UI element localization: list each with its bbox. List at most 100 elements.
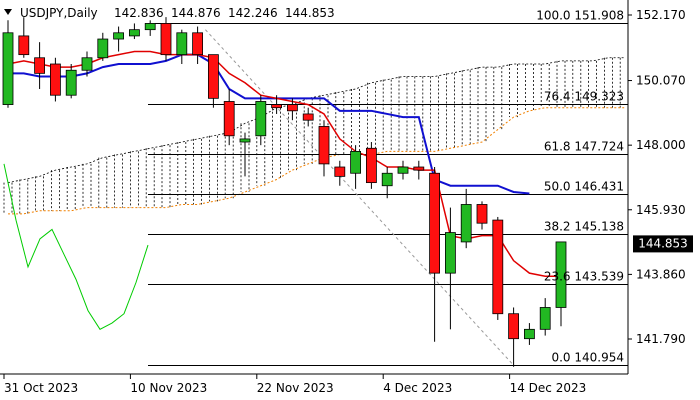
date-tick-label: 14 Dec 2023 [510,381,587,395]
candle [444,207,456,330]
candle-body [444,232,456,274]
price-tick-label: 152.170 [636,8,686,22]
price-tick-label: 141.790 [636,332,686,346]
close-value: 144.853 [285,6,335,20]
candle [2,20,14,108]
candle-body [302,113,314,121]
candle-body [81,57,93,71]
time-axis: 31 Oct 2023 10 Nov 2023 22 Nov 2023 4 Dec 2… [3,374,587,395]
candle [286,98,298,121]
candle-body [286,104,298,112]
candle [207,54,219,108]
candle [539,298,551,336]
candle-body [2,32,14,105]
candle [160,17,172,61]
candle [365,142,377,189]
candle [524,323,535,345]
date-tick-label: 4 Dec 2023 [383,381,452,395]
candle [255,95,267,146]
candle [192,26,204,65]
ohlc-header: USDJPY,Daily 142.836 144.876 142.246 144… [4,6,335,20]
candle [492,216,504,320]
fib-label: 100.0 151.908 [536,9,624,23]
candle [176,29,188,65]
candle [413,160,425,180]
candle [271,95,283,114]
trend-line-path [205,29,514,366]
chart-menu-triangle-icon[interactable] [4,9,12,15]
fib-label: 76.4 149.323 [544,90,624,104]
candle-body [350,151,362,174]
candle [34,42,45,89]
candle [381,167,393,199]
candle [128,23,140,40]
candle [302,107,314,127]
current-price-label: 144.853 [638,236,688,250]
span_b-line [8,107,625,215]
open-value: 142.836 [114,6,164,20]
candle [97,32,109,61]
price-tick-label: 143.860 [636,267,686,281]
trend-line [205,29,514,366]
candle-body [34,57,45,74]
candle [318,120,330,177]
low-value: 142.246 [228,6,278,20]
candle [144,20,156,36]
candle-body [144,23,156,31]
chikou-line [3,163,149,330]
candle [397,160,409,180]
candle [555,241,567,327]
candle [18,17,30,58]
current-price-box [633,235,693,253]
candlesticks [2,17,567,367]
candle-body [334,166,346,177]
candle-body [476,204,488,224]
candle-body [192,32,204,56]
high-value: 144.876 [171,6,221,20]
candle-body [271,104,283,109]
current-price-marker: 144.853 [633,235,693,253]
candle-body [160,23,172,56]
candle-body [65,69,77,96]
fibonacci-labels: 100.0 151.908 76.4 149.323 61.8 147.724 50.… [536,9,624,365]
price-axis: 152.170 150.070 148.000 145.930 143.860 141.7… [628,8,686,346]
price-tick-label: 150.070 [636,74,686,88]
candle-body [524,328,535,340]
candle-body [318,126,330,165]
candle [460,188,472,249]
candle [65,64,77,99]
kijun-line [8,53,530,195]
candle [223,88,235,146]
candle-body [397,166,409,174]
candle-body [97,38,109,59]
candle-body [555,241,567,308]
candle-body [492,219,504,315]
candle-body [239,138,251,143]
fib-label: 38.2 145.138 [544,220,624,234]
candle [350,145,362,189]
fib-label: 23.6 143.539 [544,270,624,284]
fib-label: 50.0 146.431 [544,180,624,194]
date-tick-label: 10 Nov 2023 [130,381,207,395]
candle-body [50,63,61,96]
date-tick-label: 31 Oct 2023 [4,381,78,395]
candle-body [223,101,235,137]
fib-label: 61.8 147.724 [544,140,624,154]
candle-body [207,54,219,99]
fib-label: 0.0 140.954 [551,351,624,365]
candle-body [381,172,393,187]
candle-body [255,101,267,137]
candle [239,132,251,177]
price-tick-label: 148.000 [636,138,686,152]
candle [50,57,61,102]
candle-body [176,32,188,56]
candle-body [429,172,441,274]
price-tick-label: 145.930 [636,203,686,217]
candle-body [508,313,520,340]
candle [113,26,124,52]
candle [429,167,441,342]
candle [81,51,93,77]
candle-body [413,166,425,171]
candle-body [460,204,472,243]
